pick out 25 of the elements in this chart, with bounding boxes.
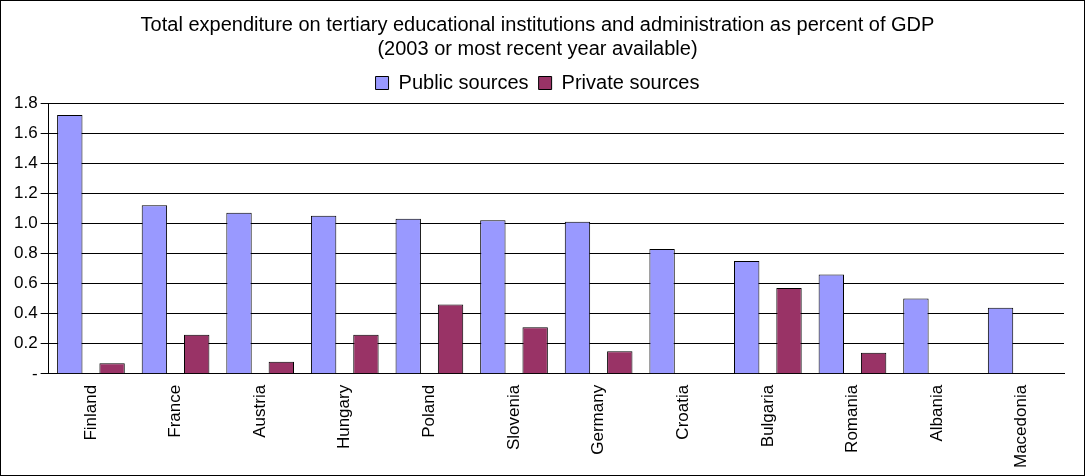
x-tick-label: Finland [80, 384, 100, 441]
y-tick-label: 1.4 [13, 152, 38, 172]
y-tick-label: - [31, 363, 38, 383]
x-tick-label: Romania [842, 384, 862, 453]
chart-title: Total expenditure on tertiary educational institutions and administration as percent of GDP (2003 or most recent year available) [140, 12, 935, 59]
x-tick-label: Austria [249, 384, 269, 438]
x-tick-label: Bulgaria [757, 384, 777, 448]
x-tick-label: Croatia [672, 384, 692, 440]
y-tick-label: 0.8 [13, 243, 38, 263]
y-tick-label: 0.4 [13, 303, 38, 323]
y-tick-label: 1.2 [13, 182, 38, 202]
x-tick-label: Poland [419, 384, 439, 438]
y-tick-label: 1.6 [13, 122, 38, 142]
x-tick-label: Hungary [334, 384, 354, 450]
x-tick-label: Macedonia [1011, 384, 1031, 469]
x-tick-label: Germany [588, 384, 608, 455]
x-tick-label: Albania [926, 384, 946, 442]
y-tick-label: 1.8 [13, 92, 38, 112]
legend-label: Private sources [561, 70, 700, 93]
y-tick-label: 1.0 [13, 213, 38, 233]
y-tick-label: 0.2 [13, 333, 38, 353]
legend-label: Public sources [398, 70, 529, 93]
y-tick-label: 0.6 [13, 273, 38, 293]
x-tick-label: Slovenia [503, 384, 523, 451]
x-tick-label: France [165, 384, 185, 438]
